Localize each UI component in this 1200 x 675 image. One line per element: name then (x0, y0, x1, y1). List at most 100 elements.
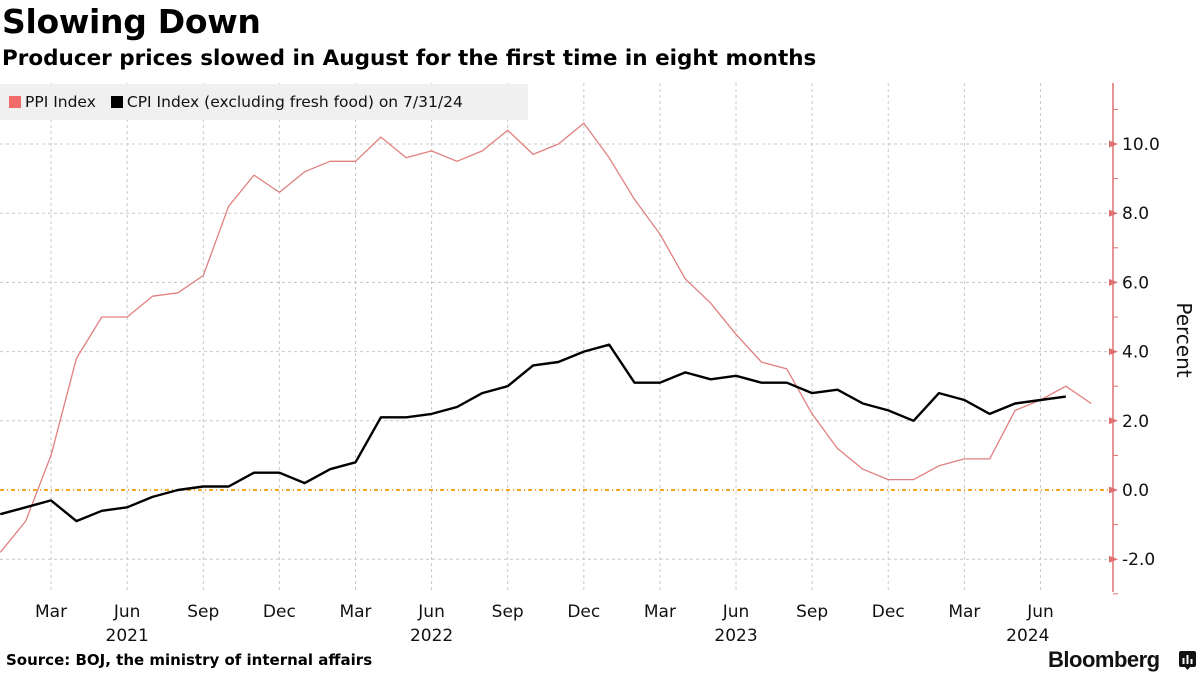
cpi-data-point (24, 505, 28, 509)
ppi-data-point (836, 447, 840, 451)
cpi-data-point (1039, 398, 1043, 402)
cpi-data-point (201, 485, 205, 489)
ppi-data-point (100, 315, 104, 319)
ppi-data-point (810, 412, 814, 416)
ppi-data-point (785, 367, 789, 371)
ppi-data-point (354, 159, 358, 163)
cpi-data-point (912, 419, 916, 423)
ppi-data-point (683, 277, 687, 281)
chart-title: Slowing Down (2, 2, 261, 41)
ppi-data-point (937, 464, 941, 468)
y-tick-marker (1109, 140, 1118, 148)
grid-lines (0, 83, 1113, 592)
y-tick-label: 8.0 (1122, 204, 1149, 224)
cpi-data-point (709, 377, 713, 381)
cpi-data-point (785, 381, 789, 385)
ppi-data-point (658, 232, 662, 236)
x-year-label: 2022 (410, 626, 453, 646)
x-tick-label: Jun (722, 602, 750, 622)
cpi-data-point (303, 481, 307, 485)
y-axis-label: Percent (1172, 302, 1196, 377)
x-tick-label: Sep (492, 602, 524, 622)
cpi-data-point (176, 488, 180, 492)
ppi-data-point (912, 478, 916, 482)
legend-item-ppi[interactable]: PPI Index (9, 93, 96, 111)
source-note: Source: BOJ, the ministry of internal af… (6, 651, 373, 669)
y-tick-label: 10.0 (1122, 135, 1160, 155)
ppi-data-point (886, 478, 890, 482)
x-tick-label: Jun (1026, 602, 1054, 622)
ppi-data-point (303, 170, 307, 174)
cpi-data-point (556, 360, 560, 364)
cpi-data-point (277, 471, 281, 475)
x-tick-label: Jun (113, 602, 141, 622)
ppi-data-point (709, 301, 713, 305)
ppi-data-point (556, 142, 560, 146)
ppi-series-line (0, 122, 1092, 553)
ppi-data-point (734, 332, 738, 336)
legend-label-cpi: CPI Index (excluding fresh food) on 7/31… (126, 93, 463, 111)
ppi-data-point (277, 190, 281, 194)
x-tick-label: Mar (339, 602, 371, 622)
ppi-data-point (1064, 384, 1068, 388)
cpi-data-point (836, 388, 840, 392)
cpi-data-point (430, 412, 434, 416)
y-tick-label: -2.0 (1122, 550, 1155, 570)
cpi-data-point (379, 415, 383, 419)
bloomberg-chart-icon (1179, 651, 1196, 670)
y-tick-marker (1109, 209, 1118, 217)
ppi-data-point (379, 135, 383, 139)
ppi-data-point (582, 121, 586, 125)
cpi-data-point (328, 467, 332, 471)
series-lines (0, 121, 1092, 553)
ppi-data-point (125, 315, 129, 319)
ppi-data-point (24, 519, 28, 523)
cpi-data-point (151, 495, 155, 499)
y-tick-marker (1109, 278, 1118, 286)
cpi-series-line (0, 343, 1066, 523)
ppi-data-point (531, 152, 535, 156)
x-year-label: 2024 (1006, 626, 1049, 646)
y-tick-label: 2.0 (1122, 412, 1149, 432)
cpi-data-point (734, 374, 738, 378)
cpi-data-point (404, 415, 408, 419)
x-tick-label: Dec (567, 602, 600, 622)
ppi-data-point (49, 453, 53, 457)
x-year-label: 2023 (714, 626, 757, 646)
cpi-data-point (810, 391, 814, 395)
cpi-data-point (100, 509, 104, 513)
y-axis: -2.0 0.0 2.0 4.0 6.0 8.0 10.0 (1109, 83, 1160, 595)
x-year-label: 2021 (106, 626, 149, 646)
x-tick-label: Mar (948, 602, 980, 622)
x-tick-label: Sep (796, 602, 828, 622)
cpi-data-point (227, 485, 231, 489)
bloomberg-logo: Bloomberg (1048, 647, 1160, 672)
ppi-data-point (176, 291, 180, 295)
ppi-data-point (404, 156, 408, 160)
cpi-data-point (937, 391, 941, 395)
x-axis: Mar Jun Sep Dec Mar Jun Sep Dec Mar Jun Sep Dec Mar J… (35, 602, 1054, 646)
cpi-data-point (962, 398, 966, 402)
ppi-data-point (430, 149, 434, 153)
ppi-data-point (151, 294, 155, 298)
ppi-data-point (962, 457, 966, 461)
cpi-data-point (125, 505, 129, 509)
cpi-data-point (74, 519, 78, 523)
chart-subtitle: Producer prices slowed in August for the… (2, 46, 817, 71)
x-tick-label: Dec (872, 602, 905, 622)
cpi-data-point (886, 408, 890, 412)
y-tick-marker (1109, 555, 1118, 563)
cpi-data-point (354, 460, 358, 464)
ppi-data-point (861, 467, 865, 471)
ppi-data-point (201, 274, 205, 278)
ppi-data-point (759, 360, 763, 364)
cpi-data-point (1013, 402, 1017, 406)
cpi-data-point (582, 350, 586, 354)
ppi-data-point (607, 156, 611, 160)
cpi-data-point (49, 498, 53, 502)
ppi-data-point (988, 457, 992, 461)
cpi-data-point (633, 381, 637, 385)
legend-item-cpi[interactable]: CPI Index (excluding fresh food) on 7/31… (110, 93, 463, 111)
cpi-data-point (531, 363, 535, 367)
